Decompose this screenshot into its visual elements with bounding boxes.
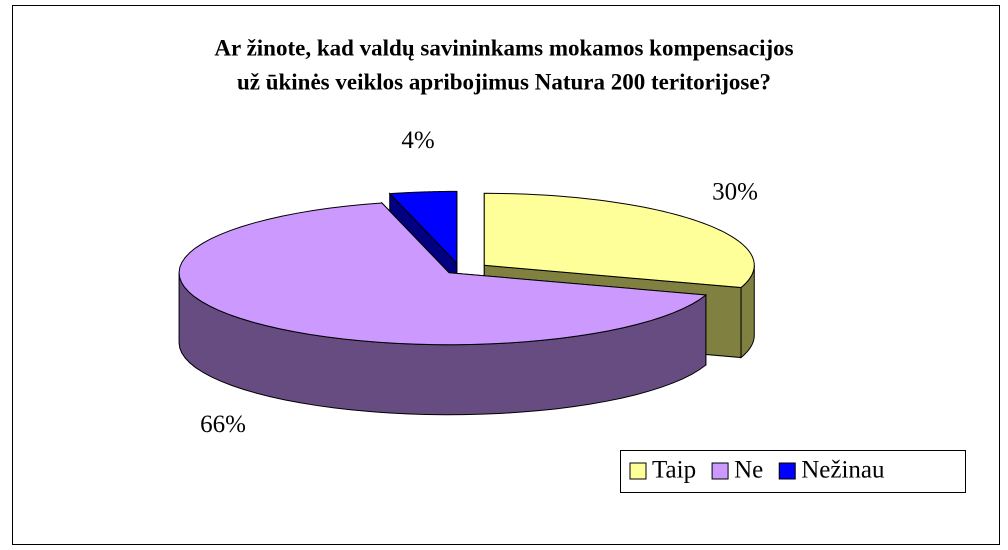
legend-label: Ne: [734, 457, 763, 484]
legend-label: Taip: [652, 457, 696, 484]
slice-top: [388, 190, 458, 265]
data-label: 66%: [200, 411, 246, 438]
slice-top: [483, 192, 755, 289]
chart-title: už ūkinės veiklos apribojimus Natura 200…: [237, 69, 771, 94]
data-label: 30%: [712, 178, 758, 205]
pie-slice: [178, 201, 708, 416]
legend-label: Nežinau: [801, 457, 885, 484]
slice-top: [178, 202, 708, 346]
legend-swatch: [629, 462, 647, 480]
legend: Taip Ne Nežinau: [620, 450, 966, 493]
legend-swatch: [778, 462, 796, 480]
legend-swatch: [711, 462, 729, 480]
chart-title: Ar žinote, kad valdų savininkams mokamos…: [214, 35, 793, 60]
data-label: 4%: [401, 127, 434, 154]
